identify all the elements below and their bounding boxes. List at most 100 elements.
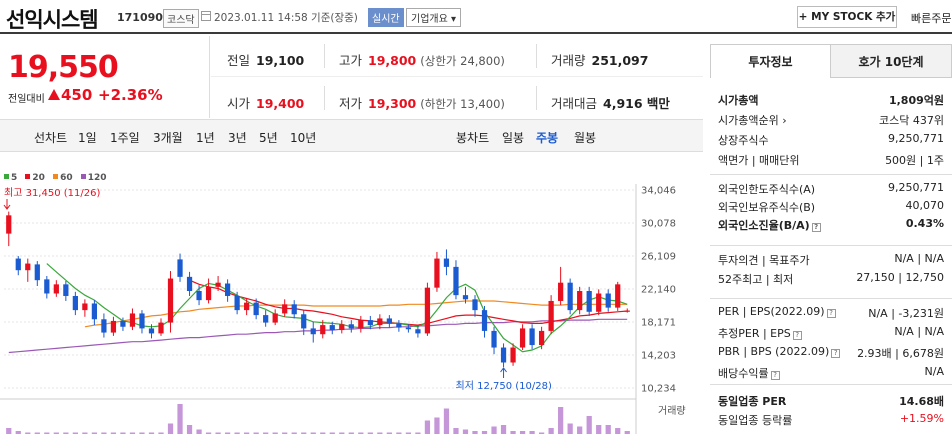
candle bbox=[44, 276, 50, 299]
low-annotation: 최저 12,750 (10/28) bbox=[456, 380, 552, 392]
candle bbox=[91, 300, 98, 326]
up-arrow-icon bbox=[48, 89, 60, 100]
period-1y[interactable]: 1년 bbox=[196, 131, 215, 145]
ma60-line bbox=[84, 300, 628, 328]
stock-header: 선익시스템 171090 코스닥 2023.01.11 14:58 기준(장중)… bbox=[0, 0, 952, 34]
candle bbox=[500, 343, 507, 368]
volume-bar bbox=[282, 432, 288, 434]
calendar-icon bbox=[201, 11, 211, 21]
period-3m[interactable]: 3개월 bbox=[153, 131, 183, 145]
volume-bar bbox=[253, 432, 259, 434]
volume-bar bbox=[186, 425, 193, 434]
info-key: 동일업종 등락률 bbox=[718, 414, 793, 427]
info-key: 52주최고 | 최저 bbox=[718, 273, 794, 286]
volume-bar bbox=[358, 432, 364, 434]
line-chart-label: 선차트 bbox=[34, 131, 68, 145]
help-icon[interactable]: ? bbox=[792, 331, 802, 340]
candle bbox=[6, 211, 12, 247]
candle bbox=[310, 321, 316, 343]
info-value: 코스닥 437위 bbox=[879, 114, 944, 127]
info-row: 52주최고 | 최저 27,150 | 12,750 bbox=[718, 271, 952, 287]
legend-ma20: 20 bbox=[25, 173, 45, 183]
candle bbox=[34, 261, 40, 287]
period-1d[interactable]: 1일 bbox=[78, 131, 97, 145]
volume-bar bbox=[234, 432, 240, 434]
volume-bar bbox=[215, 432, 221, 434]
candle bbox=[358, 315, 364, 333]
period-1w[interactable]: 1주일 bbox=[110, 131, 140, 145]
candle bbox=[234, 291, 240, 315]
candle bbox=[82, 299, 88, 317]
candle bbox=[529, 324, 535, 350]
info-key: 동일업종 PER bbox=[718, 395, 787, 408]
volume-bar bbox=[624, 431, 630, 434]
candle-weekly[interactable]: 주봉 bbox=[536, 131, 559, 145]
candle bbox=[510, 343, 516, 366]
info-key: 배당수익률? bbox=[718, 365, 780, 381]
volume-bar bbox=[301, 432, 307, 434]
candle bbox=[215, 276, 221, 291]
candle bbox=[443, 249, 450, 276]
volume-bar bbox=[481, 431, 488, 434]
current-price-block: 19,550 전일대비 450 +2.36% bbox=[0, 36, 210, 118]
candle-monthly[interactable]: 월봉 bbox=[574, 131, 597, 145]
period-3y[interactable]: 3년 bbox=[228, 131, 247, 145]
candle bbox=[453, 260, 459, 300]
volume-bar bbox=[244, 432, 250, 434]
period-5y[interactable]: 5년 bbox=[259, 131, 278, 145]
candle bbox=[396, 320, 402, 332]
volume-bar bbox=[529, 431, 535, 434]
volume-bar bbox=[120, 432, 126, 434]
price-stats: 전일 19,100 고가 19,800 (상한가 24,800) 거래량 251,097… bbox=[211, 36, 703, 118]
help-icon[interactable]: ? bbox=[811, 223, 821, 232]
quick-order-link[interactable]: 빠른주문 bbox=[911, 12, 952, 25]
info-key: PER | EPS(2022.09)? bbox=[718, 305, 836, 318]
info-row: 시가총액 1,809억원 bbox=[718, 92, 952, 108]
volume-bar bbox=[205, 432, 212, 434]
volume-bar bbox=[586, 416, 592, 434]
info-row: 배당수익률? N/A bbox=[718, 365, 952, 381]
volume-bar bbox=[53, 432, 59, 434]
add-my-stock-button[interactable]: + MY STOCK 추가 bbox=[797, 6, 897, 28]
volume-bar bbox=[91, 432, 98, 434]
info-value: 9,250,771 bbox=[888, 132, 944, 145]
candle bbox=[367, 315, 373, 330]
chart-legend: 5 20 60 120 bbox=[4, 173, 112, 183]
volume-bar bbox=[44, 432, 50, 434]
realtime-badge[interactable]: 실시간 bbox=[368, 8, 404, 27]
volume-bar bbox=[158, 432, 164, 434]
info-value: 27,150 | 12,750 bbox=[856, 271, 944, 284]
y-tick-label: 34,046 bbox=[641, 186, 676, 197]
volume-axis-label: 거래량 bbox=[658, 405, 686, 417]
candle bbox=[434, 251, 440, 292]
candle bbox=[424, 282, 431, 336]
volume-bar bbox=[6, 428, 12, 434]
volume-bar bbox=[310, 432, 316, 434]
company-overview-dropdown[interactable]: 기업개요 ▾ bbox=[406, 8, 461, 27]
stat-prev-close: 전일 19,100 bbox=[227, 53, 305, 68]
stock-chart[interactable]: 34,046 30,078 26,109 22,140 18,171 14,203 10,2… bbox=[0, 184, 703, 434]
divider bbox=[536, 86, 537, 110]
divider bbox=[710, 174, 952, 175]
help-icon[interactable]: ? bbox=[831, 349, 841, 358]
info-value: 40,070 bbox=[905, 199, 945, 212]
volume-bar bbox=[72, 432, 78, 434]
candle-daily[interactable]: 일봉 bbox=[502, 131, 525, 145]
divider bbox=[536, 44, 537, 68]
candle bbox=[491, 326, 497, 355]
candle bbox=[129, 308, 136, 331]
candle bbox=[282, 299, 288, 317]
volume-bar bbox=[443, 408, 450, 434]
help-icon[interactable]: ? bbox=[826, 309, 836, 318]
volume-bar bbox=[472, 431, 478, 434]
tab-investment-info[interactable]: 투자정보 bbox=[710, 44, 831, 78]
tab-orderbook[interactable]: 호가 10단계 bbox=[830, 44, 952, 78]
chart-toolbar: 선차트 1일 1주일 3개월 1년 3년 5년 10년 봉차트 일봉 주봉 월봉 bbox=[0, 119, 703, 152]
high-arrow-icon bbox=[3, 199, 11, 210]
help-icon[interactable]: ? bbox=[770, 371, 780, 380]
period-10y[interactable]: 10년 bbox=[290, 131, 317, 145]
candle bbox=[196, 285, 202, 306]
volume-bar bbox=[272, 432, 278, 434]
candle bbox=[110, 316, 117, 336]
stat-volume: 거래량 251,097 bbox=[551, 53, 649, 68]
